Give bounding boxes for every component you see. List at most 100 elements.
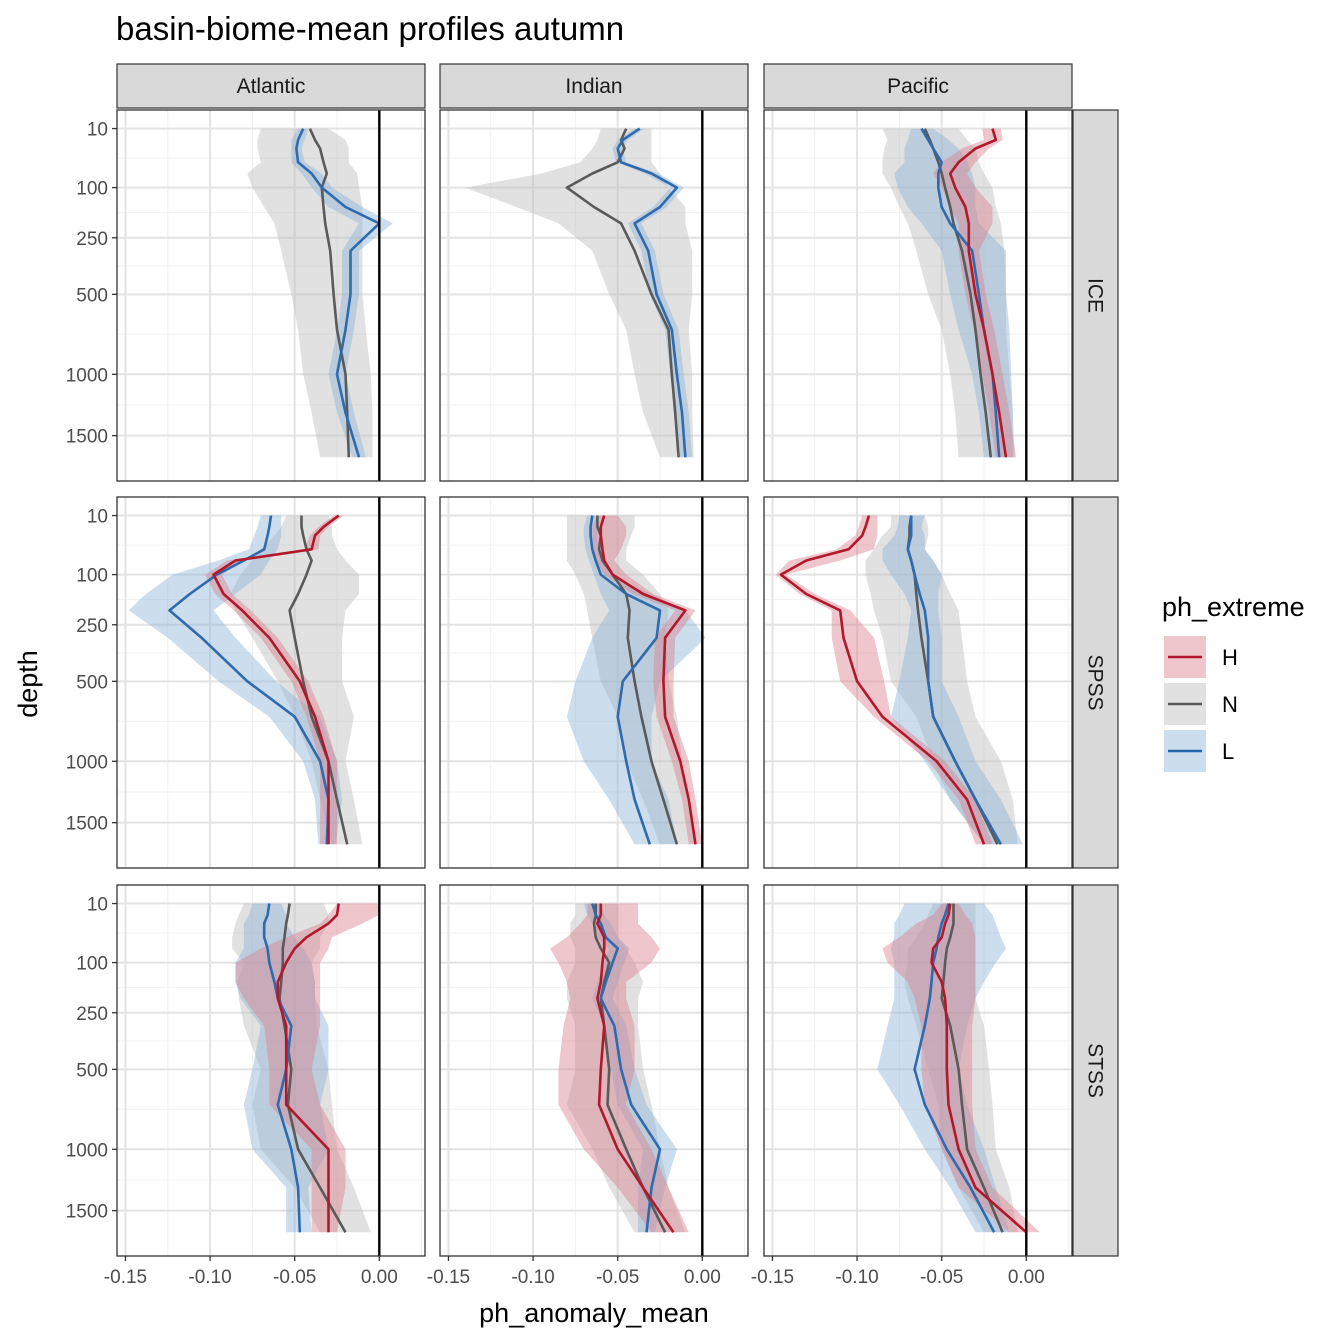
line-L — [589, 515, 662, 845]
y-tick-label: 100 — [76, 179, 108, 200]
x-tick-label: -0.15 — [751, 1267, 794, 1288]
ribbon-N — [247, 128, 373, 458]
y-axis-title: depth — [13, 650, 43, 718]
line-H — [276, 903, 340, 1233]
line-H — [596, 903, 675, 1234]
strip-pacific — [763, 63, 1073, 109]
y-tick-label: 1000 — [66, 365, 108, 386]
ribbon-N — [232, 903, 371, 1233]
x-tick-label: -0.05 — [596, 1267, 639, 1288]
panel-data — [550, 903, 689, 1234]
y-tick-label: 500 — [76, 672, 108, 693]
panel-border — [763, 884, 1073, 1257]
panel-background — [117, 497, 425, 868]
ribbon-L — [894, 128, 1013, 458]
strip-label-pacific: Pacific — [887, 75, 949, 98]
y-tick-label: 250 — [76, 1004, 108, 1025]
line-L — [591, 903, 662, 1233]
x-axis-title: ph_anomaly_mean — [479, 1298, 709, 1328]
line-N — [308, 128, 351, 458]
ribbon-L — [128, 515, 343, 845]
y-tick-label: 500 — [76, 285, 108, 306]
y-tick-label: 250 — [76, 229, 108, 250]
panel-border — [116, 884, 426, 1257]
strip-label-atlantic: Atlantic — [237, 75, 306, 98]
x-tick-label: -0.15 — [104, 1267, 147, 1288]
panel-data — [232, 903, 380, 1233]
x-tick-label: 0.00 — [1008, 1267, 1045, 1288]
strip-stss — [1072, 884, 1119, 1257]
panel-data — [128, 514, 363, 845]
x-tick-label: -0.15 — [427, 1267, 470, 1288]
x-tick-label: 0.00 — [684, 1267, 721, 1288]
chart-title: basin-biome-mean profiles autumn — [116, 10, 624, 47]
ribbon-N — [465, 128, 694, 458]
ribbon-N — [566, 903, 686, 1233]
panel-border — [763, 109, 1073, 482]
ribbon-L — [291, 128, 393, 458]
legend: ph_extreme HNL — [1162, 592, 1305, 772]
line-N — [278, 903, 347, 1233]
strip-ice — [1072, 109, 1119, 482]
panels: Atlantic Indian Pacific ICE SPSS STSS 10 100 250… — [66, 63, 1119, 1288]
panel-background — [440, 885, 748, 1256]
y-tick-label: 1500 — [66, 1202, 108, 1223]
line-H — [779, 515, 986, 845]
panel-indian-stss — [439, 884, 749, 1257]
panel-data — [465, 127, 694, 458]
panel-background — [117, 110, 425, 481]
y-tick-label: 250 — [76, 616, 108, 637]
ribbon-L — [583, 903, 677, 1233]
legend-label-N: N — [1222, 692, 1238, 717]
ribbon-N — [566, 515, 694, 845]
x-tick-label: 0.00 — [361, 1267, 398, 1288]
line-H — [212, 514, 340, 845]
ribbon-H — [592, 515, 703, 845]
ribbon-L — [566, 515, 706, 845]
line-L — [262, 903, 302, 1233]
panel-border — [116, 109, 426, 482]
panel-pacific-ice — [763, 109, 1073, 482]
legend-label-L: L — [1222, 739, 1234, 764]
y-tick-label: 10 — [87, 507, 108, 528]
line-L — [913, 903, 996, 1233]
panel-background — [764, 110, 1072, 481]
panel-border — [116, 496, 426, 869]
y-tick-label: 500 — [76, 1060, 108, 1081]
legend-title: ph_extreme — [1162, 592, 1305, 622]
y-tick-label: 10 — [87, 895, 108, 916]
panel-data — [877, 903, 1040, 1234]
panel-pacific-stss — [763, 884, 1073, 1257]
panel-border — [439, 109, 749, 482]
panel-pacific-spss — [763, 496, 1073, 869]
line-H — [948, 128, 1008, 458]
panel-border — [763, 496, 1073, 869]
panel-data — [775, 515, 1023, 845]
line-L — [616, 127, 687, 458]
strip-label-stss: STSS — [1084, 1043, 1107, 1098]
line-H — [930, 903, 1028, 1234]
panel-data — [566, 515, 706, 845]
y-tick-label: 1000 — [66, 1140, 108, 1161]
line-H — [599, 515, 697, 845]
y-tick-label: 100 — [76, 954, 108, 975]
ribbon-H — [235, 903, 380, 1233]
ribbon-L — [877, 903, 1010, 1233]
panel-indian-spss — [439, 496, 749, 869]
ribbon-H — [882, 903, 1040, 1233]
y-tick-label: 1500 — [66, 814, 108, 835]
panel-background — [117, 885, 425, 1256]
x-tick-label: -0.10 — [511, 1267, 554, 1288]
ribbon-N — [904, 903, 1018, 1233]
panel-data — [882, 127, 1017, 458]
line-L — [906, 515, 1003, 845]
x-tick-label: -0.10 — [835, 1267, 878, 1288]
x-tick-label: -0.05 — [273, 1267, 316, 1288]
panel-atlantic-stss — [116, 884, 426, 1257]
y-tick-label: 1500 — [66, 427, 108, 448]
strip-atlantic — [116, 63, 426, 109]
ribbon-N — [865, 515, 1018, 845]
x-tick-label: -0.10 — [188, 1267, 231, 1288]
line-N — [565, 128, 680, 458]
